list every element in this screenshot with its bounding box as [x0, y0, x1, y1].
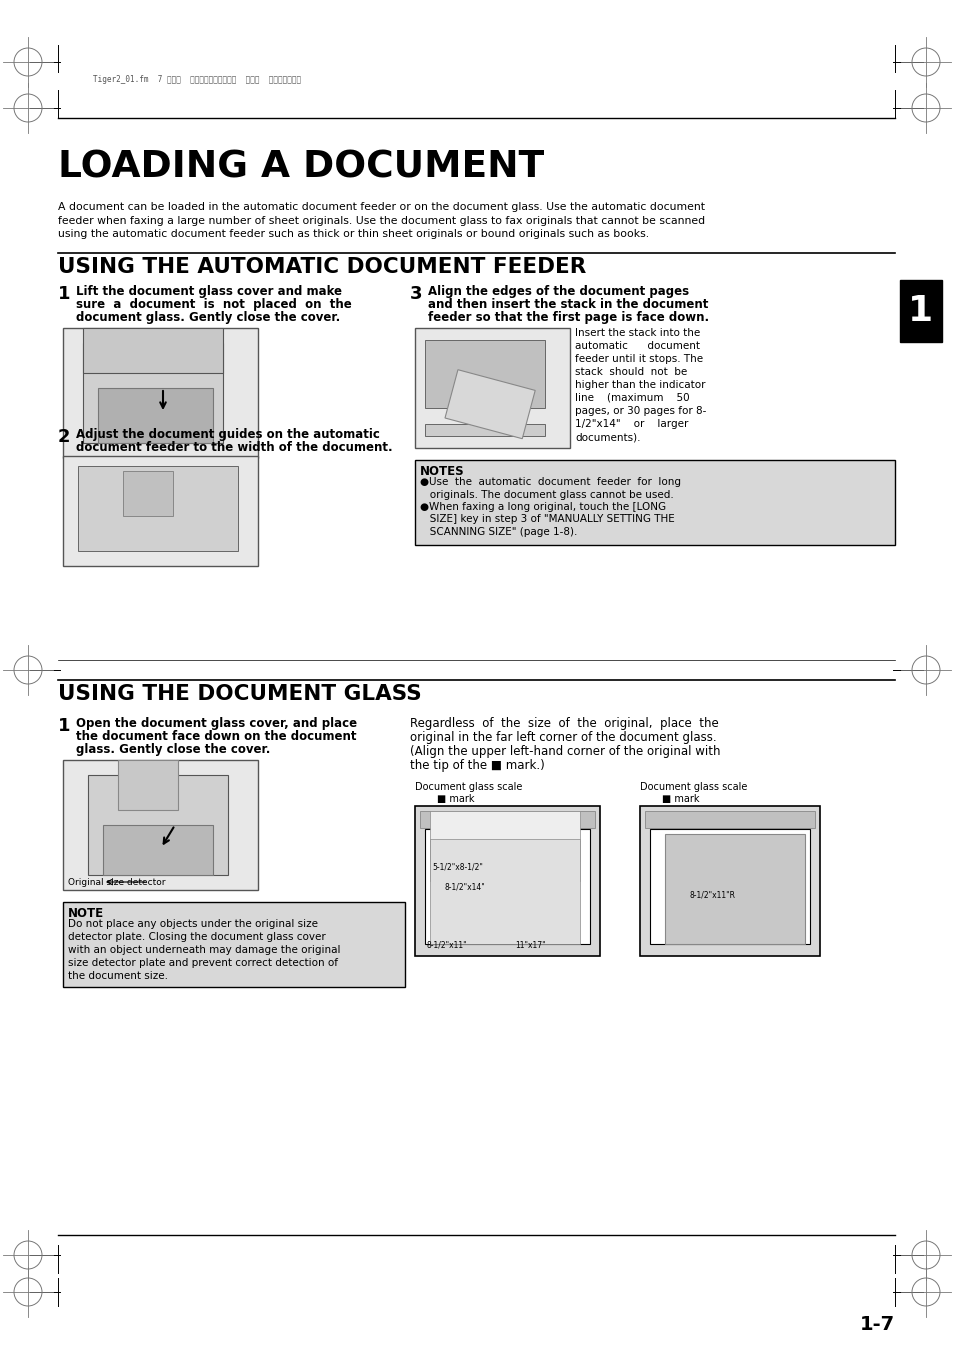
Text: 8-1/2"x11"R: 8-1/2"x11"R: [689, 892, 735, 900]
Text: Original size detector: Original size detector: [68, 878, 165, 888]
Bar: [83, 343, 223, 443]
Bar: [78, 466, 237, 551]
Bar: [664, 834, 804, 944]
Text: the document face down on the document: the document face down on the document: [76, 730, 356, 743]
Bar: [419, 811, 595, 828]
Text: documents).: documents).: [575, 432, 639, 442]
Text: the tip of the ■ mark.): the tip of the ■ mark.): [410, 759, 544, 771]
Text: document glass. Gently close the cover.: document glass. Gently close the cover.: [76, 311, 340, 324]
Text: A document can be loaded in the automatic document feeder or on the document gla: A document can be loaded in the automati…: [58, 203, 704, 212]
Text: 2: 2: [58, 428, 71, 446]
Text: Document glass scale: Document glass scale: [639, 782, 746, 792]
Text: 1-7: 1-7: [859, 1315, 894, 1333]
Bar: [63, 457, 257, 566]
Text: detector plate. Closing the document glass cover: detector plate. Closing the document gla…: [68, 932, 325, 942]
Text: feeder until it stops. The: feeder until it stops. The: [575, 354, 702, 363]
Bar: [424, 830, 589, 944]
Bar: [63, 328, 257, 458]
Text: ■ mark: ■ mark: [661, 794, 699, 804]
Text: size detector plate and prevent correct detection of: size detector plate and prevent correct …: [68, 958, 337, 969]
Bar: [118, 761, 178, 811]
Text: SIZE] key in step 3 of "MANUALLY SETTING THE: SIZE] key in step 3 of "MANUALLY SETTING…: [419, 515, 674, 524]
Bar: [644, 811, 814, 828]
Text: with an object underneath may damage the original: with an object underneath may damage the…: [68, 944, 340, 955]
Text: NOTE: NOTE: [68, 907, 104, 920]
Text: Align the edges of the document pages: Align the edges of the document pages: [428, 285, 688, 299]
Text: pages, or 30 pages for 8-: pages, or 30 pages for 8-: [575, 407, 705, 416]
Bar: [899, 280, 941, 342]
Bar: [444, 370, 535, 439]
Text: originals. The document glass cannot be used.: originals. The document glass cannot be …: [419, 489, 673, 500]
Bar: [639, 807, 820, 957]
Text: stack  should  not  be: stack should not be: [575, 367, 686, 377]
Text: feeder when faxing a large number of sheet originals. Use the document glass to : feeder when faxing a large number of she…: [58, 216, 704, 226]
Bar: [88, 775, 228, 875]
Text: glass. Gently close the cover.: glass. Gently close the cover.: [76, 743, 270, 757]
Bar: [123, 471, 172, 516]
Text: (Align the upper left-hand corner of the original with: (Align the upper left-hand corner of the…: [410, 744, 720, 758]
Text: higher than the indicator: higher than the indicator: [575, 380, 705, 390]
Text: NOTES: NOTES: [419, 465, 464, 478]
Text: 11"x17": 11"x17": [515, 942, 545, 950]
Text: original in the far left corner of the document glass.: original in the far left corner of the d…: [410, 731, 716, 744]
Text: ■ mark: ■ mark: [436, 794, 474, 804]
Text: ●Use  the  automatic  document  feeder  for  long: ●Use the automatic document feeder for l…: [419, 477, 680, 486]
Bar: [430, 811, 579, 861]
Bar: [424, 340, 544, 408]
Text: 1: 1: [58, 717, 71, 735]
Text: Document glass scale: Document glass scale: [415, 782, 522, 792]
Bar: [63, 902, 405, 988]
Text: SCANNING SIZE" (page 1-8).: SCANNING SIZE" (page 1-8).: [419, 527, 577, 536]
Text: Lift the document glass cover and make: Lift the document glass cover and make: [76, 285, 341, 299]
Text: automatic      document: automatic document: [575, 340, 700, 351]
Text: Regardless  of  the  size  of  the  original,  place  the: Regardless of the size of the original, …: [410, 717, 718, 730]
Text: 8-1/2"x11": 8-1/2"x11": [427, 942, 467, 950]
Bar: [424, 424, 544, 436]
Text: 5-1/2"x8-1/2": 5-1/2"x8-1/2": [432, 863, 482, 871]
Bar: [415, 459, 894, 544]
Bar: [415, 807, 599, 957]
Text: and then insert the stack in the document: and then insert the stack in the documen…: [428, 299, 708, 311]
Bar: [103, 825, 213, 875]
Text: 1/2"x14"    or    larger: 1/2"x14" or larger: [575, 419, 688, 430]
Text: Tiger2_01.fm  7 ページ  ２００４年９月１６日  木曜日  午後７時５０分: Tiger2_01.fm 7 ページ ２００４年９月１６日 木曜日 午後７時５０…: [92, 74, 301, 84]
Text: LOADING A DOCUMENT: LOADING A DOCUMENT: [58, 150, 543, 186]
Text: Insert the stack into the: Insert the stack into the: [575, 328, 700, 338]
Text: Do not place any objects under the original size: Do not place any objects under the origi…: [68, 919, 317, 929]
Text: 8-1/2"x14": 8-1/2"x14": [444, 884, 485, 892]
Bar: [430, 842, 579, 881]
Text: Adjust the document guides on the automatic: Adjust the document guides on the automa…: [76, 428, 379, 440]
Text: line    (maximum    50: line (maximum 50: [575, 393, 689, 403]
Text: document feeder to the width of the document.: document feeder to the width of the docu…: [76, 440, 393, 454]
Bar: [649, 830, 809, 944]
Text: sure  a  document  is  not  placed  on  the: sure a document is not placed on the: [76, 299, 352, 311]
Bar: [415, 328, 569, 449]
Text: 3: 3: [410, 285, 422, 303]
Text: 1: 1: [58, 285, 71, 303]
Text: feeder so that the first page is face down.: feeder so that the first page is face do…: [428, 311, 708, 324]
Text: ●When faxing a long original, touch the [LONG: ●When faxing a long original, touch the …: [419, 503, 665, 512]
Bar: [63, 761, 257, 890]
Text: USING THE AUTOMATIC DOCUMENT FEEDER: USING THE AUTOMATIC DOCUMENT FEEDER: [58, 257, 586, 277]
Bar: [430, 839, 579, 944]
Text: Open the document glass cover, and place: Open the document glass cover, and place: [76, 717, 356, 730]
Text: 1: 1: [907, 295, 933, 328]
Bar: [98, 388, 213, 443]
Bar: [83, 328, 223, 373]
Text: the document size.: the document size.: [68, 971, 168, 981]
Text: using the automatic document feeder such as thick or thin sheet originals or bou: using the automatic document feeder such…: [58, 230, 648, 239]
Text: USING THE DOCUMENT GLASS: USING THE DOCUMENT GLASS: [58, 684, 421, 704]
